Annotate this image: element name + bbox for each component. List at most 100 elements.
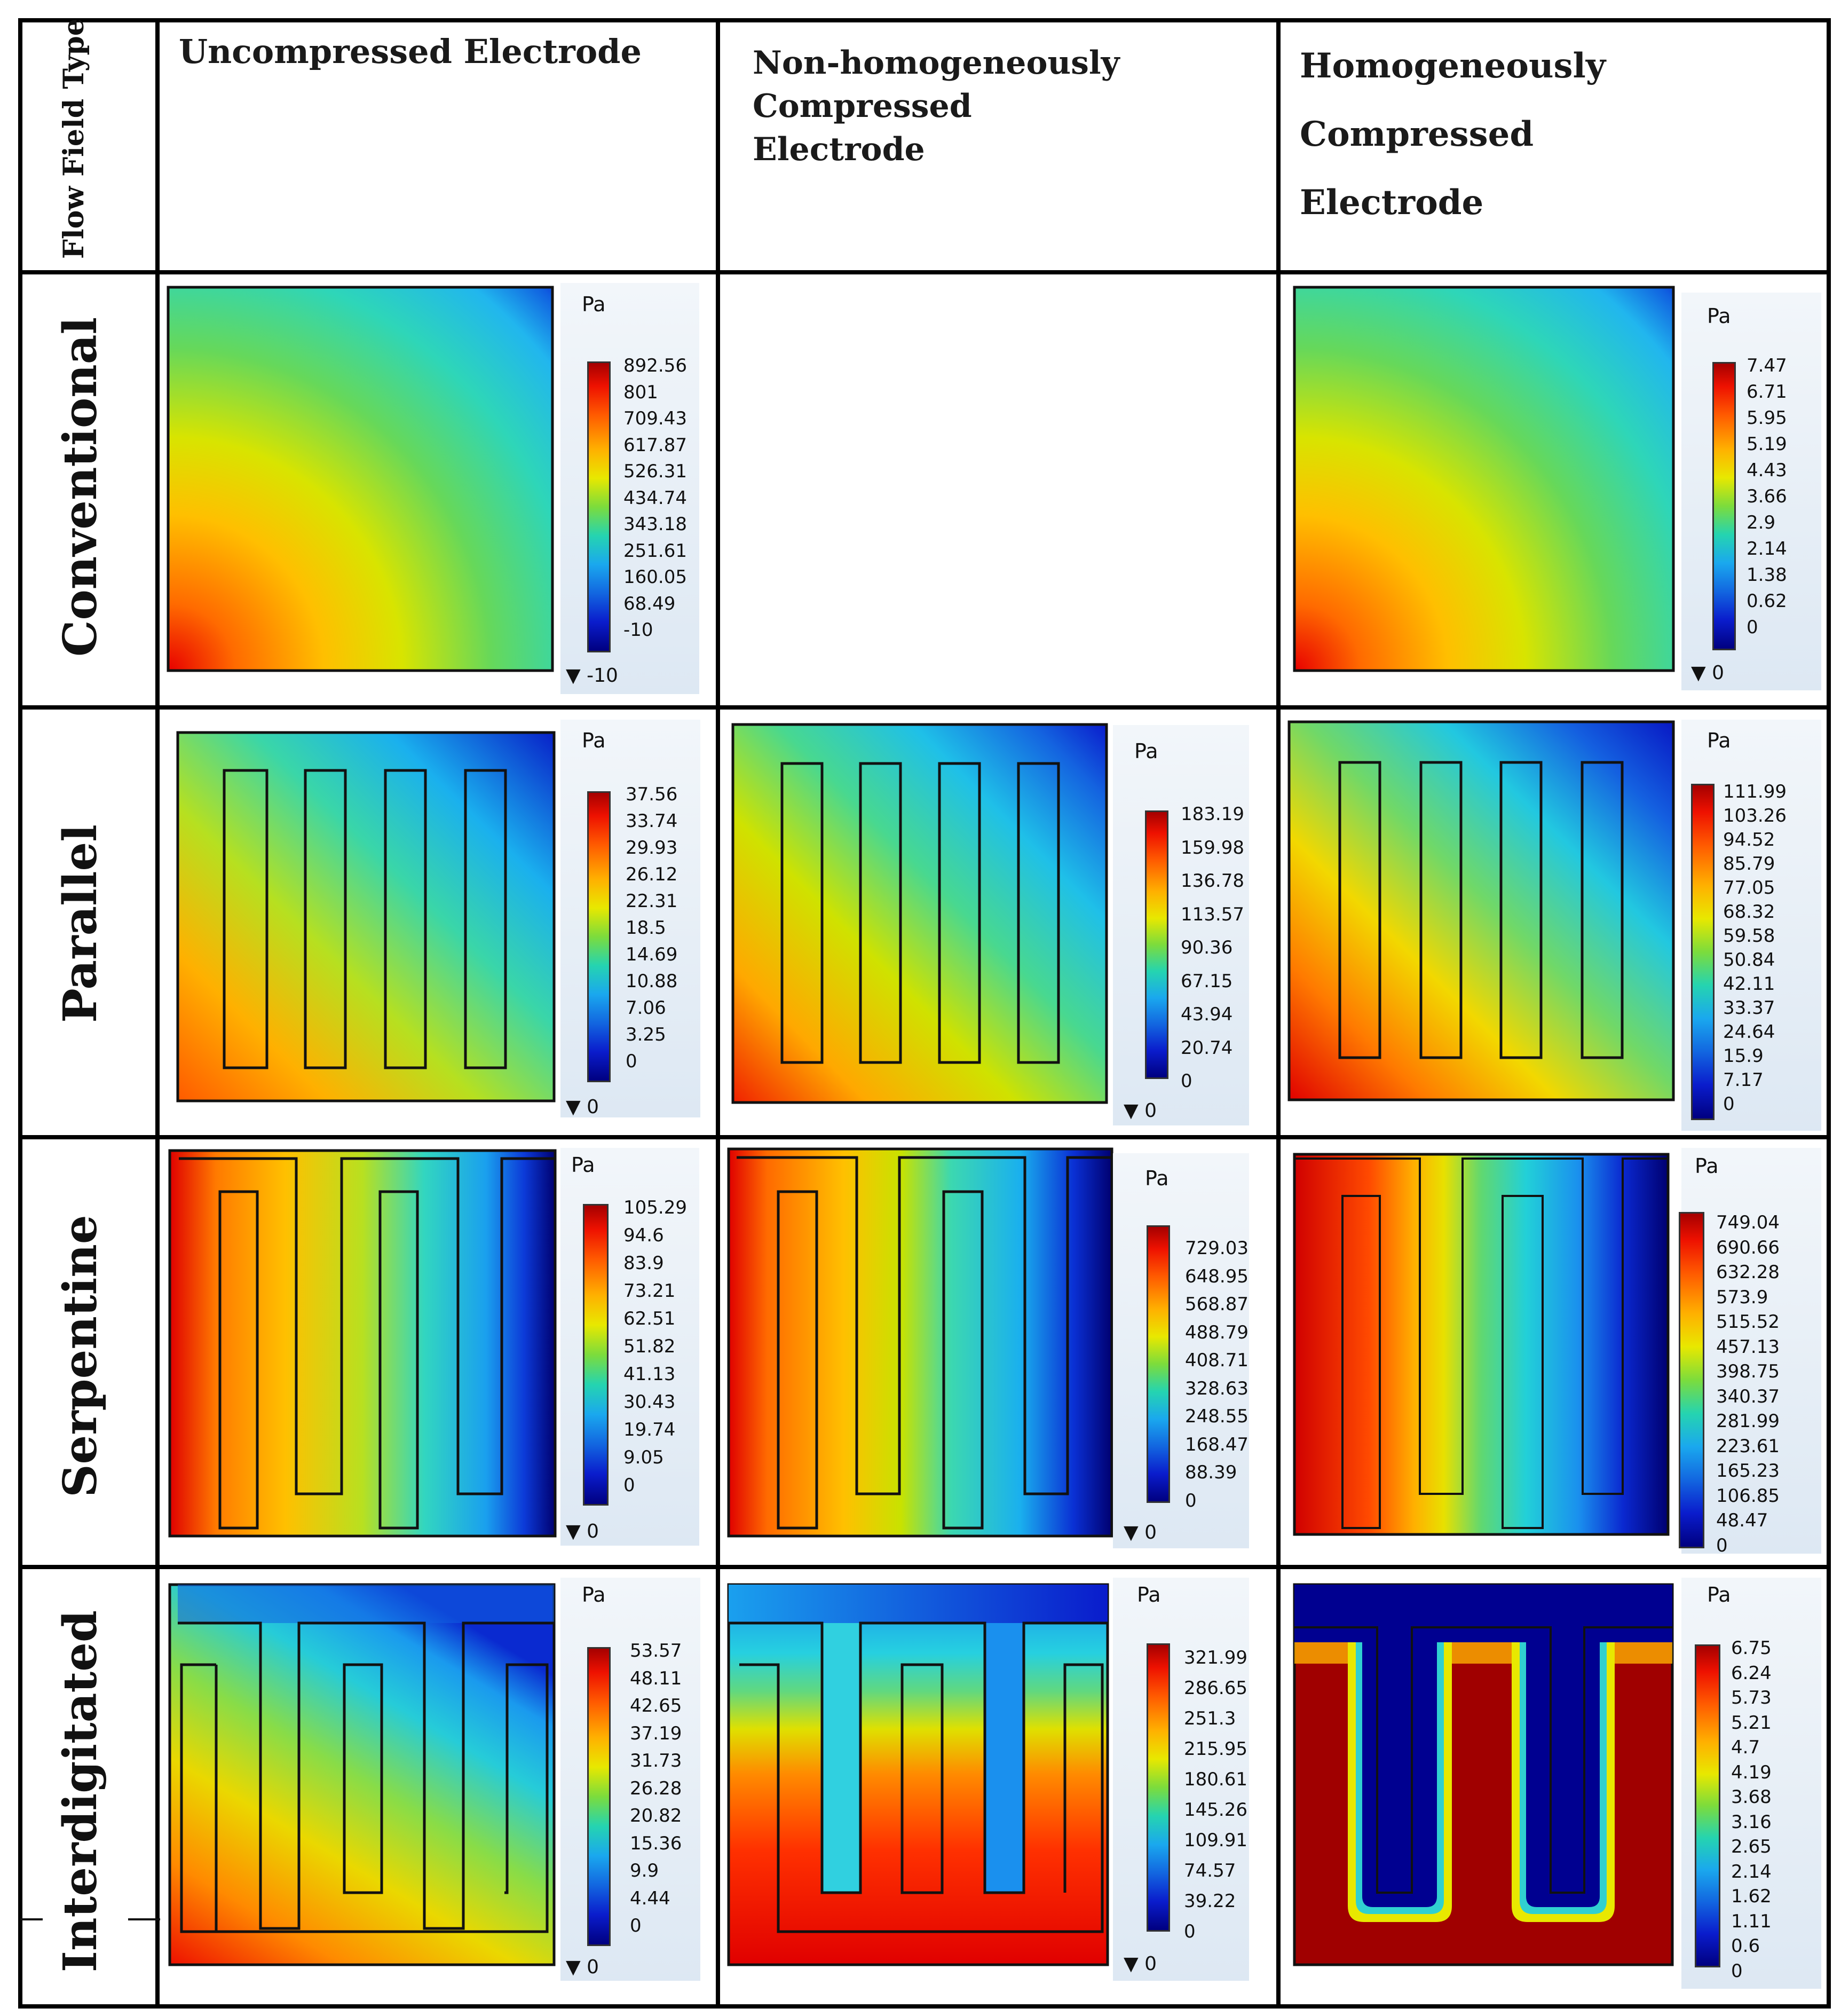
colorbar-tick-label: 434.74 [623,487,687,509]
colorbar-tick-label: 22.31 [626,891,678,912]
colorbar-tick-label: 48.47 [1716,1510,1768,1531]
colorbar-tick-label: 617.87 [623,434,687,456]
colorbar-tick-label: 39.22 [1184,1891,1236,1912]
colorbar-tick-label: 6.24 [1731,1662,1772,1684]
colorbar-tick-label: 180.61 [1184,1769,1247,1790]
colorbar-tick-label: 648.95 [1185,1265,1249,1287]
colorbar-tick-label: 94.6 [623,1225,664,1246]
colorbar-tick-label: 0 [626,1051,637,1072]
colorbar-tick-label: 0 [1185,1490,1197,1511]
colorbar-tick-label: 14.69 [626,944,678,965]
colorbar-tick-label: 68.49 [623,593,676,615]
colorbar-tick-label: 7.47 [1747,355,1787,376]
colorbar-panel [560,283,699,694]
colorbar-tick-label: 568.87 [1185,1294,1249,1315]
colorbar-tick-label: 136.78 [1181,870,1244,892]
colorbar-unit: Pa [582,293,606,316]
colorbar-tick-label: 3.25 [626,1024,666,1045]
colorbar-tick-label: 62.51 [623,1308,676,1329]
colorbar-tick-label: 526.31 [623,461,687,482]
colorbar-tick-label: 48.11 [630,1667,682,1689]
colorbar-gradient [1695,1644,1720,1967]
colorbar-tick-label: 0 [1184,1921,1196,1942]
colorbar-tick-label: 4.7 [1731,1737,1760,1758]
colorbar-tick-label: 42.65 [630,1695,682,1716]
colorbar-tick-label: 6.71 [1747,381,1787,403]
colorbar-gradient [1147,1643,1170,1932]
colorbar-tick-label: 0 [1181,1070,1192,1092]
colorbar-tick-label: 106.85 [1716,1485,1780,1507]
colorbar-tick-label: 729.03 [1185,1238,1249,1259]
colorbar-tick-label: 0 [1723,1093,1735,1115]
colorbar-panel [560,1578,700,1981]
colorbar-unit: Pa [1137,1583,1161,1606]
colorbar-tick-label: 251.61 [623,540,687,562]
colorbar-tick-label: 2.14 [1731,1861,1772,1883]
colorbar-tick-label: 43.94 [1181,1004,1233,1025]
contour-serpentine-nonhomogeneous [727,1147,1113,1538]
colorbar-tick-label: 4.19 [1731,1761,1772,1783]
colorbar-gradient [587,361,611,652]
colorbar-tick-label: 145.26 [1184,1799,1247,1821]
colorbar-tick-label: 281.99 [1716,1411,1780,1432]
colorbar-tick-label: 2.9 [1747,512,1776,533]
colorbar-tick-label: 15.36 [630,1832,682,1854]
column-header-uncompressed: Uncompressed Electrode [179,32,642,71]
colorbar-tick-label: 73.21 [623,1280,676,1302]
colorbar-tick-label: 340.37 [1716,1385,1780,1407]
colorbar-tick-label: 74.57 [1184,1860,1236,1881]
colorbar-gradient [1691,784,1715,1120]
colorbar-tick-label: 68.32 [1723,901,1775,923]
colorbar-min-marker: ▼ 0 [1124,1953,1157,1975]
colorbar-tick-label: 111.99 [1723,781,1787,802]
min-triangle-icon: ▼ [1124,1100,1139,1122]
contour-serpentine-homogeneous [1293,1153,1670,1536]
contour-parallel-uncompressed [176,731,556,1102]
colorbar-tick-label: 94.52 [1723,829,1775,850]
min-triangle-icon: ▼ [1691,662,1706,684]
colorbar-tick-label: 801 [623,381,658,403]
colorbar-tick-label: 5.19 [1747,434,1787,455]
min-triangle-icon: ▼ [566,665,581,687]
colorbar-tick-label: 59.58 [1723,925,1775,947]
colorbar-gradient [583,1204,609,1506]
colorbar-tick-label: 165.23 [1716,1460,1780,1482]
colorbar-tick-label: 5.73 [1731,1687,1772,1708]
colorbar-tick-label: 690.66 [1716,1237,1780,1258]
colorbar-tick-label: 457.13 [1716,1336,1780,1358]
colorbar-min-marker: ▼ 0 [566,1096,599,1118]
colorbar-tick-label: 67.15 [1181,970,1233,992]
colorbar-tick-label: 892.56 [623,355,687,376]
colorbar-tick-label: 328.63 [1185,1377,1249,1399]
colorbar-tick-label: 1.62 [1731,1886,1772,1907]
colorbar-tick-label: 19.74 [623,1419,676,1440]
contour-conventional-uncompressed [167,286,554,672]
colorbar-tick-label: 183.19 [1181,804,1244,825]
colorbar-tick-label: 1.38 [1747,564,1787,586]
colorbar-tick-label: 29.93 [626,837,678,859]
colorbar-gradient [587,1647,611,1946]
colorbar-gradient [1145,810,1168,1079]
colorbar-unit: Pa [1707,304,1731,328]
colorbar-tick-label: 515.52 [1716,1311,1780,1333]
colorbar-tick-label: 88.39 [1185,1462,1237,1483]
colorbar-tick-label: 10.88 [626,971,678,992]
colorbar-tick-label: 26.28 [630,1777,682,1799]
column-header-nonhomogeneous: Non-homogeneously Compressed Electrode [753,44,1120,168]
colorbar-tick-label: 709.43 [623,408,687,429]
colorbar-panel [1681,1148,1821,1554]
colorbar-min-marker: ▼ -10 [566,665,618,687]
colorbar-tick-label: 488.79 [1185,1321,1249,1343]
colorbar-tick-label: -10 [623,619,653,641]
colorbar-tick-label: 343.18 [623,514,687,535]
colorbar-tick-label: 6.75 [1731,1637,1772,1659]
colorbar-tick-label: 15.9 [1723,1045,1764,1067]
colorbar-tick-label: 31.73 [630,1750,682,1771]
colorbar-tick-label: 85.79 [1723,853,1775,875]
min-triangle-icon: ▼ [1124,1522,1139,1544]
colorbar-tick-label: 286.65 [1184,1678,1247,1699]
colorbar-tick-label: 398.75 [1716,1361,1780,1382]
colorbar-tick-label: 215.95 [1184,1738,1247,1760]
